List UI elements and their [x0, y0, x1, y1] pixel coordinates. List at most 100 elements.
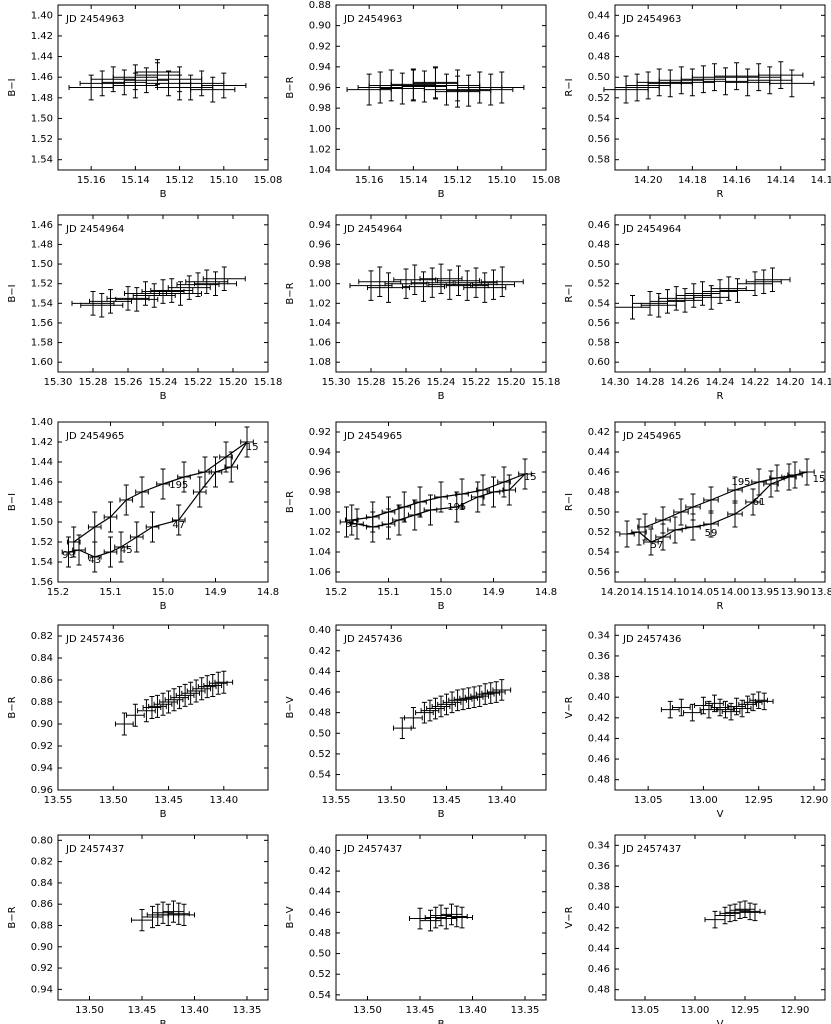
- y-tick-label: 0.40: [588, 902, 610, 913]
- y-tick-label: 1.04: [309, 318, 331, 329]
- x-tick-label: 15.22: [462, 377, 491, 388]
- y-tick-label: 0.42: [309, 866, 331, 877]
- y-tick-label: 0.50: [309, 949, 331, 960]
- y-tick-label: 0.50: [588, 259, 610, 270]
- y-tick-label: 1.54: [31, 155, 53, 166]
- panel: 14.30 14.28 14.26 14.24 14.22 14.20 14.18 0.46 0…: [564, 214, 831, 402]
- x-tick-label: 15.10: [487, 175, 516, 186]
- x-tick-label: 15.20: [497, 377, 526, 388]
- x-tick-label: 12.90: [800, 795, 829, 806]
- y-tick-label: 0.50: [588, 72, 610, 83]
- y-error-bar: [401, 491, 407, 523]
- x-tick-label: 13.95: [751, 587, 780, 598]
- x-tick-label: 15.0: [152, 587, 174, 598]
- y-axis-label: B−I: [7, 78, 18, 96]
- x-tick-label: 14.18: [811, 377, 831, 388]
- x-axis-label: B: [160, 391, 167, 402]
- y-error-bar: [134, 521, 140, 553]
- y-tick-label: 0.34: [588, 630, 610, 641]
- point-annotation: 99: [345, 519, 358, 530]
- y-tick-label: 0.40: [309, 845, 331, 856]
- y-error-bar: [630, 294, 635, 320]
- y-error-bar: [477, 685, 483, 707]
- y-error-bar: [181, 903, 187, 926]
- y-error-bar: [177, 686, 183, 710]
- x-tick-label: 15.18: [254, 377, 283, 388]
- y-tick-label: 0.48: [309, 928, 331, 939]
- y-tick-label: 0.44: [588, 10, 610, 21]
- y-error-bar: [210, 76, 216, 103]
- y-error-bar: [475, 481, 481, 513]
- y-axis-label: B−V: [285, 906, 296, 928]
- x-tick-label: 14.05: [691, 587, 720, 598]
- y-error-bar: [708, 486, 714, 514]
- point-annotation: 15: [246, 442, 259, 453]
- y-error-bar: [732, 476, 738, 504]
- x-tick-label: 13.90: [781, 587, 810, 598]
- y-error-bar: [221, 266, 227, 292]
- y-error-bar: [403, 268, 409, 299]
- y-error-bar: [176, 902, 182, 925]
- y-error-bar: [482, 683, 488, 705]
- x-tick-label: 13.50: [353, 1005, 382, 1016]
- panel-title: JD 2454965: [622, 431, 681, 442]
- x-tick-label: 14.20: [776, 377, 805, 388]
- x-axis-label: B: [438, 809, 445, 820]
- y-error-bar: [471, 686, 477, 708]
- x-tick-label: 13.05: [631, 1005, 660, 1016]
- y-tick-label: 0.92: [31, 963, 53, 974]
- panel: 13.50 13.45 13.40 13.35 0.80 0.82 0.84 0.86 0.88…: [7, 834, 269, 1024]
- y-tick-label: 1.04: [309, 165, 331, 176]
- x-axis-label: R: [717, 601, 724, 612]
- y-tick-label: 1.54: [31, 557, 53, 568]
- y-error-bar: [717, 698, 723, 717]
- y-error-bar: [667, 700, 673, 719]
- y-tick-label: 0.82: [31, 631, 53, 642]
- y-error-bar: [210, 674, 216, 697]
- y-axis-label: V−R: [564, 906, 575, 928]
- x-tick-label: 14.9: [482, 587, 504, 598]
- y-tick-label: 0.94: [309, 62, 331, 73]
- y-tick-label: 1.46: [31, 220, 53, 231]
- x-tick-label: 15.08: [254, 175, 283, 186]
- panel: 15.16 15.14 15.12 15.10 15.08 1.40 1.42 1.44 1.4…: [7, 4, 283, 200]
- x-tick-label: 15.08: [532, 175, 561, 186]
- y-error-bar: [752, 903, 758, 922]
- x-tick-label: 15.16: [77, 175, 106, 186]
- y-error-bar: [454, 491, 460, 523]
- y-tick-label: 0.52: [309, 749, 331, 760]
- y-tick-label: 0.42: [588, 713, 610, 724]
- y-tick-label: 0.46: [588, 467, 610, 478]
- y-error-bar: [745, 695, 751, 714]
- y-tick-label: 0.52: [309, 969, 331, 980]
- y-error-bar: [215, 671, 221, 695]
- y-error-bar: [344, 506, 349, 538]
- y-error-bar: [464, 270, 470, 301]
- y-axis-label: B−R: [285, 282, 296, 304]
- y-tick-label: 0.46: [309, 907, 331, 918]
- y-error-bar: [786, 463, 792, 491]
- y-tick-label: 0.48: [588, 487, 610, 498]
- y-tick-label: 0.94: [31, 984, 53, 995]
- y-error-bar: [726, 276, 732, 301]
- y-error-bar: [624, 520, 630, 548]
- y-tick-label: 0.58: [588, 155, 610, 166]
- plot-frame: [57, 4, 269, 171]
- y-error-bar: [499, 266, 505, 297]
- point-annotation: 57: [651, 540, 664, 551]
- x-tick-label: 14.00: [721, 587, 750, 598]
- y-error-bar: [421, 271, 426, 302]
- y-error-bar: [76, 534, 82, 566]
- x-tick-label: 14.24: [706, 377, 735, 388]
- y-tick-label: 0.56: [588, 318, 610, 329]
- y-error-bar: [459, 478, 465, 510]
- y-error-bar: [154, 694, 160, 718]
- y-error-bar: [149, 696, 155, 719]
- y-tick-label: 1.60: [31, 357, 53, 368]
- x-tick-label: 13.55: [44, 795, 73, 806]
- y-error-bar: [121, 712, 127, 736]
- x-tick-label: 14.8: [257, 587, 279, 598]
- y-error-bar: [134, 287, 140, 312]
- y-error-bar: [491, 476, 496, 508]
- y-error-bar: [432, 697, 438, 720]
